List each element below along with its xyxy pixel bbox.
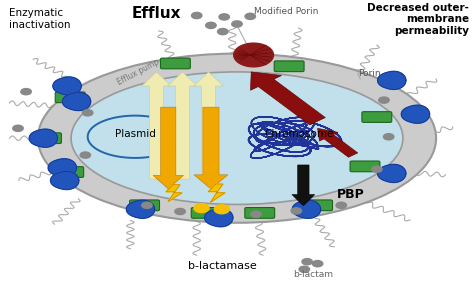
Circle shape [175, 208, 185, 215]
Polygon shape [48, 159, 76, 177]
Circle shape [379, 97, 389, 103]
Circle shape [302, 259, 312, 265]
Circle shape [336, 202, 346, 208]
Text: Porin: Porin [358, 69, 381, 78]
Circle shape [80, 152, 91, 158]
FancyArrow shape [250, 72, 325, 125]
Ellipse shape [38, 54, 436, 223]
Circle shape [194, 204, 209, 213]
Text: Decreased outer-
membrane
permeability: Decreased outer- membrane permeability [367, 3, 469, 36]
Ellipse shape [71, 72, 403, 204]
Circle shape [82, 110, 93, 116]
FancyArrow shape [292, 165, 315, 206]
Text: Efflux pump: Efflux pump [116, 57, 161, 87]
FancyArrow shape [141, 72, 172, 179]
Text: Chromosome: Chromosome [264, 129, 333, 139]
FancyBboxPatch shape [303, 200, 333, 211]
Circle shape [232, 21, 242, 27]
Polygon shape [51, 171, 79, 190]
Circle shape [13, 125, 23, 131]
Polygon shape [378, 71, 406, 89]
FancyArrow shape [153, 107, 183, 189]
Polygon shape [53, 77, 81, 95]
Circle shape [383, 134, 394, 140]
Polygon shape [127, 200, 155, 218]
FancyBboxPatch shape [160, 58, 190, 69]
FancyBboxPatch shape [191, 208, 221, 218]
Circle shape [219, 14, 229, 20]
FancyArrow shape [193, 72, 224, 179]
Polygon shape [205, 209, 233, 227]
Circle shape [291, 208, 301, 214]
Text: Modified Porin: Modified Porin [254, 7, 318, 16]
FancyBboxPatch shape [245, 208, 275, 218]
FancyBboxPatch shape [362, 112, 392, 122]
Circle shape [214, 205, 229, 214]
Circle shape [245, 13, 255, 19]
Polygon shape [166, 185, 182, 202]
Circle shape [299, 266, 310, 272]
Circle shape [372, 166, 382, 172]
Polygon shape [29, 129, 57, 147]
Text: Plasmid: Plasmid [115, 129, 155, 139]
Polygon shape [63, 92, 91, 111]
Polygon shape [401, 105, 429, 123]
FancyBboxPatch shape [129, 200, 159, 211]
Text: Enzymatic
inactivation: Enzymatic inactivation [9, 8, 71, 30]
Circle shape [142, 202, 152, 208]
Text: PBP: PBP [337, 188, 365, 201]
Circle shape [251, 211, 261, 217]
Circle shape [191, 12, 202, 19]
Polygon shape [209, 184, 225, 202]
Circle shape [206, 22, 216, 28]
FancyBboxPatch shape [31, 133, 62, 144]
Circle shape [312, 261, 323, 267]
Text: b-lactam: b-lactam [293, 270, 333, 279]
FancyBboxPatch shape [350, 161, 380, 172]
Circle shape [234, 43, 273, 67]
FancyArrow shape [318, 128, 358, 157]
Text: b-lactamase: b-lactamase [188, 261, 257, 272]
Polygon shape [378, 164, 406, 182]
Circle shape [21, 89, 31, 95]
FancyBboxPatch shape [54, 167, 83, 177]
FancyArrow shape [168, 72, 197, 179]
Circle shape [218, 28, 228, 35]
FancyArrow shape [194, 107, 228, 189]
FancyBboxPatch shape [55, 92, 85, 103]
Polygon shape [292, 200, 320, 218]
FancyBboxPatch shape [274, 61, 304, 72]
Text: Efflux: Efflux [132, 6, 181, 21]
